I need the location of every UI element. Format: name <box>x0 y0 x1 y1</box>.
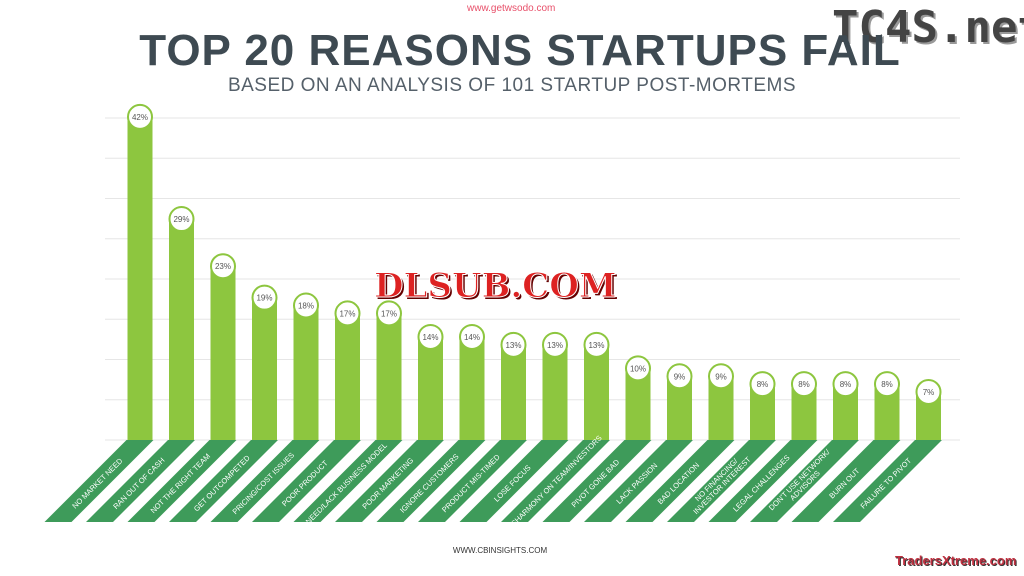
value-badge <box>542 331 568 358</box>
category-strip <box>418 440 527 522</box>
value-badge <box>874 371 900 398</box>
bar <box>542 344 568 440</box>
data-label: 29% <box>173 215 189 224</box>
watermark-center: DLSUB.COM <box>373 266 617 307</box>
bar <box>501 344 526 440</box>
data-label: 13% <box>588 341 604 350</box>
bar <box>376 313 402 440</box>
value-badge <box>915 378 942 405</box>
data-label: 23% <box>215 262 231 271</box>
value-badge <box>459 323 485 350</box>
category-strip <box>791 440 901 522</box>
bar <box>584 344 609 440</box>
bar <box>418 336 443 440</box>
bar <box>127 116 153 440</box>
bar <box>293 305 319 440</box>
value-badge <box>749 371 776 398</box>
category-strip <box>833 440 942 522</box>
watermark-top-right: TC4S.net <box>832 2 1024 53</box>
watermark-bottom-right: TradersXtreme.com <box>895 553 1017 568</box>
value-badge <box>625 355 651 382</box>
value-badge <box>293 292 319 319</box>
data-label: 17% <box>339 309 355 318</box>
category-strip <box>252 440 361 522</box>
category-strip <box>335 440 444 522</box>
data-label: 8% <box>840 380 852 389</box>
value-badge <box>168 206 195 233</box>
footer-source: WWW.CBINSIGHTS.COM <box>452 546 548 555</box>
category-strip <box>44 440 154 522</box>
value-badge <box>583 331 610 358</box>
value-badge <box>832 371 859 398</box>
category-strip <box>210 440 320 522</box>
chart-subtitle: BASED ON AN ANALYSIS OF 101 STARTUP POST… <box>227 75 797 96</box>
data-label: 9% <box>715 372 727 381</box>
data-label: 13% <box>547 341 563 350</box>
value-badge <box>791 371 817 398</box>
bar <box>252 297 277 440</box>
data-label: 17% <box>381 309 397 318</box>
data-label: 13% <box>505 341 521 350</box>
data-label: 7% <box>923 388 935 397</box>
category-strip <box>708 440 818 522</box>
category-strip <box>501 440 610 522</box>
category-strip <box>584 440 693 522</box>
category-strip <box>542 440 652 522</box>
data-label: 9% <box>674 372 686 381</box>
bar <box>459 336 485 440</box>
category-strip <box>750 440 859 522</box>
value-badge <box>376 300 402 327</box>
category-strip <box>86 440 195 522</box>
category-strip <box>293 440 403 522</box>
data-label: 8% <box>881 380 893 389</box>
value-badge <box>251 284 278 311</box>
data-label: 10% <box>630 364 646 373</box>
bar <box>169 219 194 440</box>
bar <box>210 266 236 440</box>
value-badge <box>417 323 444 350</box>
category-strip <box>376 440 486 522</box>
data-label: 19% <box>256 294 272 303</box>
value-badge <box>334 300 361 327</box>
data-label: 8% <box>798 380 810 389</box>
bar <box>335 313 360 440</box>
data-label: 42% <box>132 113 148 122</box>
category-strip <box>169 440 278 522</box>
data-label: 14% <box>422 333 438 342</box>
value-badge <box>500 331 527 358</box>
data-label: 8% <box>757 380 769 389</box>
data-label: 18% <box>298 302 314 311</box>
value-badge <box>127 103 153 130</box>
category-strip <box>625 440 735 522</box>
data-label: 14% <box>464 333 480 342</box>
watermark-top: www.getwsodo.com <box>467 3 556 14</box>
category-strip <box>459 440 569 522</box>
chart-title: TOP 20 REASONS STARTUPS FAIL <box>139 26 901 75</box>
category-strip <box>127 440 237 522</box>
category-strip <box>667 440 776 522</box>
value-badge <box>210 253 236 280</box>
value-badge <box>666 363 693 390</box>
value-badge <box>708 363 734 390</box>
